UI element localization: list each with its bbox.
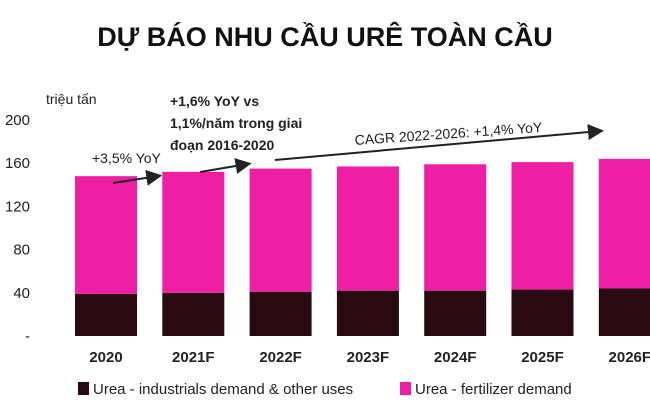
y-axis-ticks: - 40 80 120 160 200 [5, 112, 30, 345]
bar-segment-fertilizer [162, 171, 225, 293]
x-tick-label: 2025F [521, 349, 564, 366]
y-tick-label: 200 [5, 112, 30, 129]
y-axis-unit-label: triệu tấn [46, 91, 97, 107]
bar-segment-industrial [598, 288, 650, 336]
bar-segment-industrial [162, 292, 225, 336]
legend-swatch [78, 382, 89, 395]
bars [75, 158, 650, 336]
y-tick-label: 80 [13, 242, 30, 259]
y-tick-label: 40 [13, 285, 30, 302]
x-tick-label: 2021F [172, 349, 215, 366]
bar-segment-fertilizer [336, 166, 399, 291]
annotation-line: đoạn 2016-2020 [170, 137, 274, 153]
annotation-label: +3,5% YoY [92, 150, 162, 166]
annotation-arrow [274, 124, 604, 161]
legend: Urea - industrials demand & other uses Ur… [78, 381, 572, 398]
x-tick-label: 2024F [434, 349, 477, 366]
bar-segment-fertilizer [511, 162, 574, 290]
bar-segment-fertilizer [75, 176, 137, 294]
bar-segment-industrial [249, 291, 312, 336]
bar-segment-fertilizer [598, 158, 650, 289]
bar-segment-industrial [336, 290, 399, 336]
x-tick-label: 2020 [89, 349, 122, 366]
bar-segment-fertilizer [249, 168, 312, 292]
annotation-label: +1,6% YoY vs 1,1%/năm trong giai đoạn 2016… [170, 93, 302, 153]
x-tick-label: 2026F [609, 349, 650, 366]
x-tick-label: 2022F [259, 349, 302, 366]
bar-segment-fertilizer [424, 164, 487, 291]
chart-title: DỰ BÁO NHU CẦU URÊ TOÀN CẦU [97, 22, 553, 52]
bar-segment-industrial [511, 289, 574, 336]
annotation-line: +1,6% YoY vs [170, 93, 259, 109]
bar-segment-industrial [75, 293, 137, 336]
x-tick-label: 2023F [347, 349, 390, 366]
y-tick-label: 160 [5, 155, 30, 172]
bar-segment-industrial [424, 290, 487, 336]
x-axis-labels: 2020 2021F 2022F 2023F 2024F 2025F 2026F [89, 349, 650, 366]
y-tick-label: 120 [5, 198, 30, 215]
legend-label: Urea - industrials demand & other uses [93, 381, 353, 398]
annotation-arrow [112, 169, 163, 186]
legend-swatch [400, 382, 411, 395]
annotation-arrow [199, 158, 252, 174]
annotation-line: 1,1%/năm trong giai [170, 115, 302, 131]
legend-label: Urea - fertilizer demand [415, 381, 572, 398]
y-tick-label: - [25, 328, 30, 345]
